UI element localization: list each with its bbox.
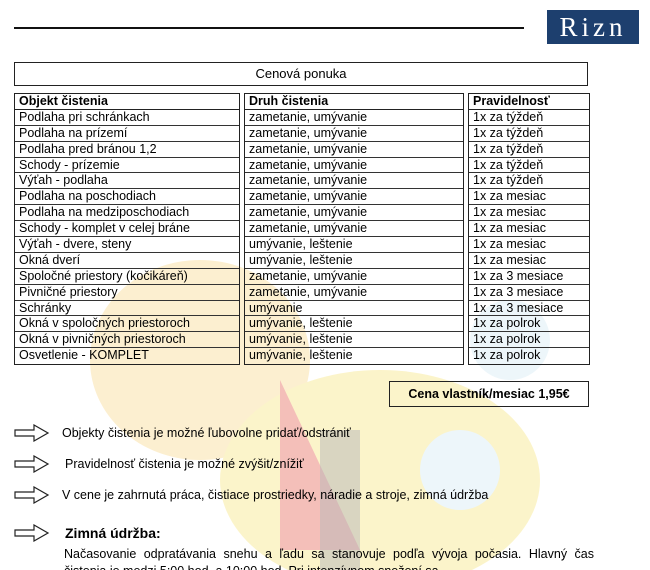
frequency-cell: 1x za 3 mesiace — [469, 301, 589, 317]
object-cell: Okná v pivničných priestoroch — [15, 332, 239, 349]
frequency-cell: 1x za mesiac — [469, 237, 589, 253]
type-cell: zametanie, umývanie — [245, 142, 463, 158]
object-cell: Podlaha na prízemí — [15, 126, 239, 142]
object-cell: Pivničné priestory — [15, 285, 239, 301]
type-cell: umývanie, leštenie — [245, 316, 463, 333]
frequency-cell: 1x za 3 mesiace — [469, 269, 589, 285]
object-cell: Podlaha na medziposchodiach — [15, 205, 239, 222]
note-item: Objekty čistenia je možné ľubovolne prid… — [14, 424, 351, 442]
frequency-cell: 1x za polrok — [469, 332, 589, 349]
arrow-right-icon — [14, 486, 50, 504]
type-cell: umývanie, leštenie — [245, 332, 463, 349]
object-cell: Schody - komplet v celej bráne — [15, 221, 239, 238]
type-cell: zametanie, umývanie — [245, 221, 463, 238]
frequency-cell: 1x za mesiac — [469, 221, 589, 238]
frequency-cell: 1x za polrok — [473, 348, 541, 363]
frequency-cell: 1x za týždeň — [469, 142, 589, 158]
type-cell: zametanie, umývanie — [245, 110, 463, 126]
column-frequency: Pravidelnosť 1x za týždeň 1x za týždeň 1x … — [468, 93, 590, 366]
frequency-cell: 1x za mesiac — [469, 253, 589, 269]
price-box: Cena vlastník/mesiac 1,95€ — [389, 381, 589, 407]
object-cell: Schránky — [15, 301, 239, 317]
type-cell: zametanie, umývanie — [245, 205, 463, 222]
column-header: Druh čistenia — [245, 94, 463, 110]
note-item: V cene je zahrnutá práca, čistiace prost… — [14, 486, 488, 504]
object-cell: Okná dverí — [15, 253, 239, 269]
type-cell: umývanie, leštenie — [245, 237, 463, 253]
note-text: V cene je zahrnutá práca, čistiace prost… — [62, 488, 489, 502]
type-cell: umývanie — [245, 301, 463, 317]
winter-heading-row: Zimná údržba: — [14, 524, 161, 542]
object-cell: Spoločné priestory (kočikáreň) — [15, 269, 239, 285]
frequency-cell: 1x za 3 mesiace — [469, 285, 589, 301]
frequency-cell: 1x za týždeň — [469, 173, 589, 190]
object-cell: Výťah - dvere, steny — [15, 237, 239, 253]
object-cell: Okná v spoločných priestoroch — [15, 316, 239, 333]
table-title: Cenová ponuka — [14, 62, 588, 86]
arrow-right-icon — [14, 455, 50, 473]
frequency-cell: 1x za mesiac — [469, 205, 589, 222]
frequency-cell: 1x za týždeň — [469, 126, 589, 142]
type-cell: zametanie, umývanie — [245, 189, 463, 206]
type-cell: zametanie, umývanie — [245, 158, 463, 174]
column-header: Objekt čistenia — [15, 94, 239, 110]
frequency-cell: 1x za týždeň — [469, 110, 589, 126]
frequency-cell: 1x za polrok — [469, 316, 589, 333]
type-cell: umývanie, leštenie — [249, 348, 353, 363]
header-rule — [14, 27, 524, 29]
arrow-right-icon — [14, 524, 50, 542]
arrow-right-icon — [14, 424, 50, 442]
column-object: Objekt čistenia Podlaha pri schránkach Po… — [14, 93, 240, 366]
company-logo: Rizn — [547, 10, 639, 44]
winter-heading: Zimná údržba: — [65, 525, 161, 541]
object-cell: Podlaha pri schránkach — [15, 110, 239, 126]
type-cell: zametanie, umývanie — [245, 173, 463, 190]
note-text: Objekty čistenia je možné ľubovolne prid… — [62, 426, 351, 440]
column-header: Pravidelnosť — [469, 94, 589, 110]
column-type: Druh čistenia zametanie, umývanie zametan… — [244, 93, 464, 366]
object-cell: Výťah - podlaha — [15, 173, 239, 190]
type-cell: zametanie, umývanie — [245, 126, 463, 142]
type-cell: zametanie, umývanie — [245, 285, 463, 301]
note-item: Pravidelnosť čistenia je možné zvýšit/zn… — [14, 455, 304, 473]
object-cell: Podlaha na poschodiach — [15, 189, 239, 206]
frequency-cell: 1x za týždeň — [469, 158, 589, 174]
type-cell: zametanie, umývanie — [245, 269, 463, 285]
frequency-cell: 1x za mesiac — [469, 189, 589, 206]
object-cell: Osvetlenie - KOMPLET — [19, 348, 149, 363]
object-cell: Podlaha pred bránou 1,2 — [15, 142, 239, 158]
type-cell: umývanie, leštenie — [245, 253, 463, 269]
note-text: Pravidelnosť čistenia je možné zvýšit/zn… — [65, 457, 304, 471]
object-cell: Schody - prízemie — [15, 158, 239, 174]
winter-text: Načasovanie odpratávania snehu a ľadu sa… — [64, 547, 594, 570]
